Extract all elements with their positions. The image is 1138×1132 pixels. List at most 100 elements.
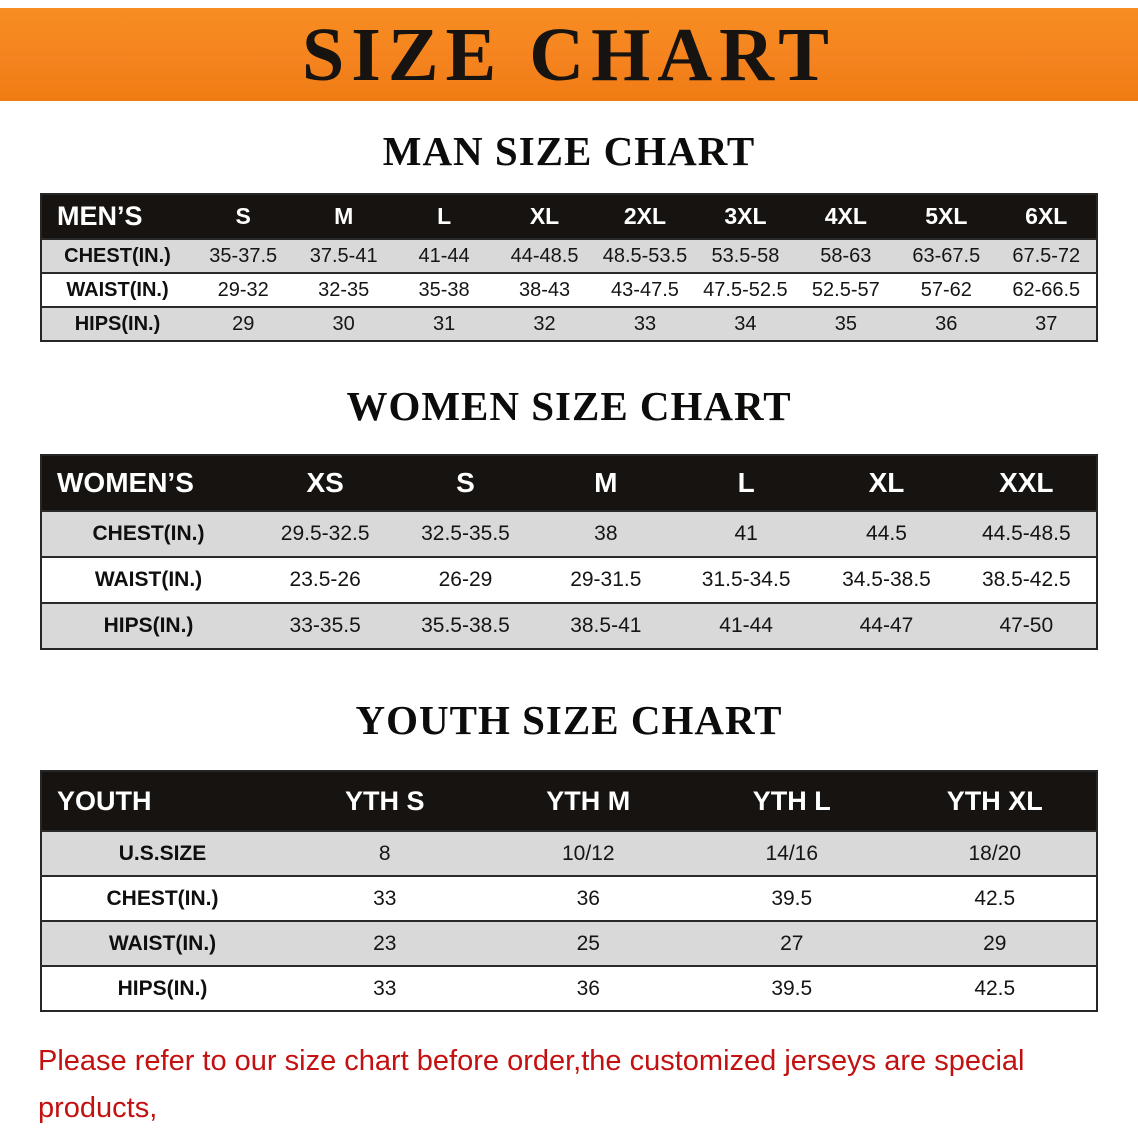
row-label-cell: HIPS(IN.) [41, 306, 193, 341]
size-value-cell: 33 [594, 306, 696, 341]
size-value-cell: 33-35.5 [255, 602, 396, 649]
size-value-cell: 47-50 [956, 602, 1097, 649]
size-value-cell: 53.5-58 [695, 238, 796, 273]
size-value-cell: 26-29 [395, 556, 536, 603]
size-value-cell: 35.5-38.5 [395, 602, 536, 649]
table-corner-label: MEN’S [41, 194, 193, 239]
men-section-heading: MAN SIZE CHART [382, 128, 756, 174]
table-row: WAIST(IN.) 23.5-26 26-29 29-31.5 31.5-34.5 34… [41, 556, 1097, 603]
size-column-header: 5XL [896, 194, 997, 239]
table-row: U.S.SIZE 8 10/12 14/16 18/20 [41, 830, 1097, 876]
size-column-header: XL [494, 194, 595, 239]
row-label-cell: CHEST(IN.) [41, 875, 283, 921]
size-value-cell: 35-37.5 [193, 238, 294, 273]
size-value-cell: 35-38 [393, 272, 495, 307]
size-column-header: XS [255, 455, 396, 511]
size-value-cell: 41-44 [393, 238, 495, 273]
disclaimer: Please refer to our size chart before or… [38, 1038, 1104, 1132]
size-column-header: YTH M [486, 771, 690, 831]
size-column-header: YTH XL [893, 771, 1097, 831]
row-label-cell: WAIST(IN.) [41, 272, 193, 307]
size-value-cell: 57-62 [896, 272, 997, 307]
size-value-cell: 67.5-72 [996, 238, 1097, 273]
row-label-cell: CHEST(IN.) [41, 238, 193, 273]
size-value-cell: 23 [283, 920, 487, 966]
size-column-header: 3XL [695, 194, 796, 239]
table-row: WAIST(IN.) 29-32 32-35 35-38 38-43 43-47.5 47.… [41, 272, 1097, 307]
banner-title: SIZE CHART [301, 12, 836, 97]
size-column-header: 6XL [996, 194, 1097, 239]
table-row: CHEST(IN.) 33 36 39.5 42.5 [41, 875, 1097, 921]
size-value-cell: 29 [893, 920, 1097, 966]
size-value-cell: 18/20 [893, 830, 1097, 876]
size-column-header: S [395, 455, 536, 511]
size-value-cell: 43-47.5 [594, 272, 696, 307]
size-column-header: XL [816, 455, 957, 511]
size-value-cell: 27 [690, 920, 894, 966]
size-value-cell: 39.5 [690, 965, 894, 1011]
table-row: CHEST(IN.) 35-37.5 37.5-41 41-44 44-48.5 48.5… [41, 238, 1097, 273]
size-value-cell: 36 [896, 306, 997, 341]
table-row: WAIST(IN.) 23 25 27 29 [41, 920, 1097, 966]
size-value-cell: 44-48.5 [494, 238, 595, 273]
size-value-cell: 41-44 [675, 602, 817, 649]
table-row: HIPS(IN.) 33-35.5 35.5-38.5 38.5-41 41-44 44-… [41, 602, 1097, 649]
disclaimer-line-1: Please refer to our size chart before or… [38, 1045, 1025, 1124]
row-label-cell: HIPS(IN.) [41, 602, 255, 649]
youth-size-table: YOUTH YTH S YTH M YTH L YTH XL U.S.SIZE 8 10/12… [40, 770, 1098, 1012]
size-column-header: S [193, 194, 294, 239]
size-value-cell: 37.5-41 [293, 238, 394, 273]
size-value-cell: 37 [996, 306, 1097, 341]
size-column-header: M [535, 455, 676, 511]
size-value-cell: 29-31.5 [535, 556, 676, 603]
row-label-cell: HIPS(IN.) [41, 965, 283, 1011]
size-value-cell: 44.5 [816, 510, 957, 557]
size-value-cell: 32.5-35.5 [395, 510, 536, 557]
size-value-cell: 31.5-34.5 [675, 556, 817, 603]
table-row: HIPS(IN.) 29 30 31 32 33 34 35 36 37 [41, 306, 1097, 341]
size-value-cell: 41 [675, 510, 817, 557]
size-value-cell: 42.5 [893, 965, 1097, 1011]
row-label-cell: WAIST(IN.) [41, 920, 283, 966]
size-column-header: YTH L [690, 771, 894, 831]
size-value-cell: 25 [486, 920, 690, 966]
size-value-cell: 38 [535, 510, 676, 557]
size-value-cell: 38.5-41 [535, 602, 676, 649]
header-row: YOUTH YTH S YTH M YTH L YTH XL [41, 771, 1097, 831]
size-value-cell: 58-63 [795, 238, 897, 273]
size-column-header: XXL [956, 455, 1097, 511]
youth-section: YOUTH SIZE CHART YOUTH YTH S YTH M YTH L YTH… [0, 650, 1138, 1012]
size-value-cell: 30 [293, 306, 394, 341]
row-label-cell: WAIST(IN.) [41, 556, 255, 603]
size-value-cell: 29-32 [193, 272, 294, 307]
size-value-cell: 36 [486, 875, 690, 921]
men-section: MAN SIZE CHART MEN’S S M L XL 2XL 3XL 4XL 5XL 6XL… [0, 101, 1138, 342]
women-section-heading: WOMEN SIZE CHART [346, 383, 792, 429]
size-value-cell: 52.5-57 [795, 272, 897, 307]
size-value-cell: 10/12 [486, 830, 690, 876]
size-column-header: L [675, 455, 817, 511]
size-value-cell: 42.5 [893, 875, 1097, 921]
size-value-cell: 34 [695, 306, 796, 341]
header-row: MEN’S S M L XL 2XL 3XL 4XL 5XL 6XL [41, 194, 1097, 239]
size-value-cell: 32-35 [293, 272, 394, 307]
size-value-cell: 44.5-48.5 [956, 510, 1097, 557]
header-row: WOMEN’S XS S M L XL XXL [41, 455, 1097, 511]
size-value-cell: 36 [486, 965, 690, 1011]
size-column-header: YTH S [283, 771, 487, 831]
size-value-cell: 31 [393, 306, 495, 341]
row-label-cell: CHEST(IN.) [41, 510, 255, 557]
table-corner-label: WOMEN’S [41, 455, 255, 511]
size-value-cell: 23.5-26 [255, 556, 396, 603]
size-value-cell: 14/16 [690, 830, 894, 876]
size-column-header: 2XL [594, 194, 696, 239]
size-chart-banner: SIZE CHART [0, 8, 1138, 101]
size-value-cell: 38-43 [494, 272, 595, 307]
size-value-cell: 47.5-52.5 [695, 272, 796, 307]
size-value-cell: 29.5-32.5 [255, 510, 396, 557]
womens-size-table: WOMEN’S XS S M L XL XXL CHEST(IN.) 29.5-32.5 32.5… [40, 454, 1098, 650]
size-column-header: 4XL [795, 194, 897, 239]
size-value-cell: 62-66.5 [996, 272, 1097, 307]
size-column-header: M [293, 194, 394, 239]
